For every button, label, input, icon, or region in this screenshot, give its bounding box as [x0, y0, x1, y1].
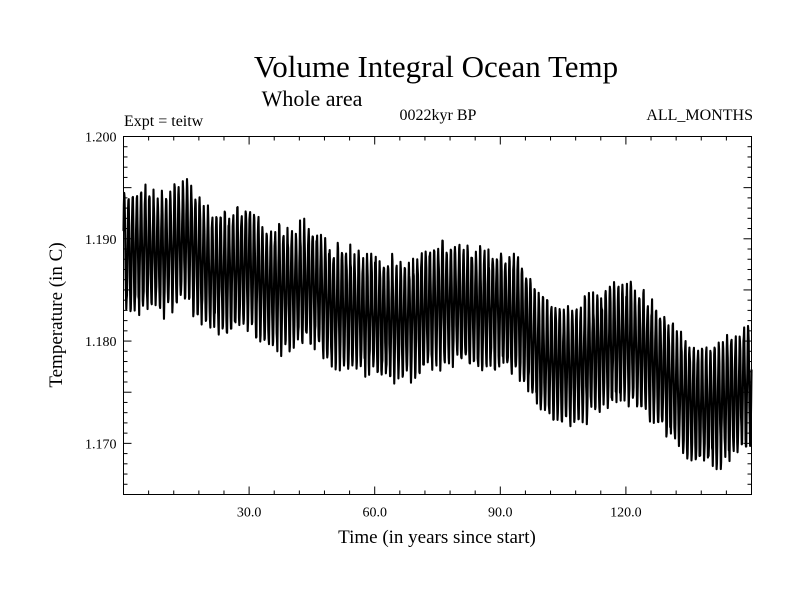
y-tick-label: 1.190 — [85, 233, 117, 248]
y-tick-label: 1.200 — [85, 131, 117, 146]
x-axis-label: Time (in years since start) — [338, 527, 536, 548]
x-tick-label: 30.0 — [237, 506, 262, 521]
y-tick-label: 1.170 — [85, 437, 117, 452]
y-axis-tick-labels: 1.170 1.180 1.190 1.200 — [85, 131, 117, 453]
experiment-label: Expt = teitw — [124, 113, 204, 130]
chart-subtitle: Whole area — [262, 86, 363, 111]
period-label: 0022kyr BP — [400, 107, 477, 124]
x-tick-label: 90.0 — [488, 506, 513, 521]
months-label: ALL_MONTHS — [646, 107, 753, 124]
y-axis-label: Temperature (in C) — [46, 242, 67, 387]
series-line — [122, 178, 753, 471]
plot-frame — [123, 136, 752, 495]
x-axis-tick-labels: 30.0 60.0 90.0 120.0 — [237, 506, 642, 521]
x-axis-ticks — [123, 136, 752, 495]
x-tick-label: 120.0 — [610, 506, 642, 521]
y-tick-label: 1.180 — [85, 335, 117, 350]
chart-title: Volume Integral Ocean Temp — [254, 49, 618, 84]
x-tick-label: 60.0 — [362, 506, 387, 521]
